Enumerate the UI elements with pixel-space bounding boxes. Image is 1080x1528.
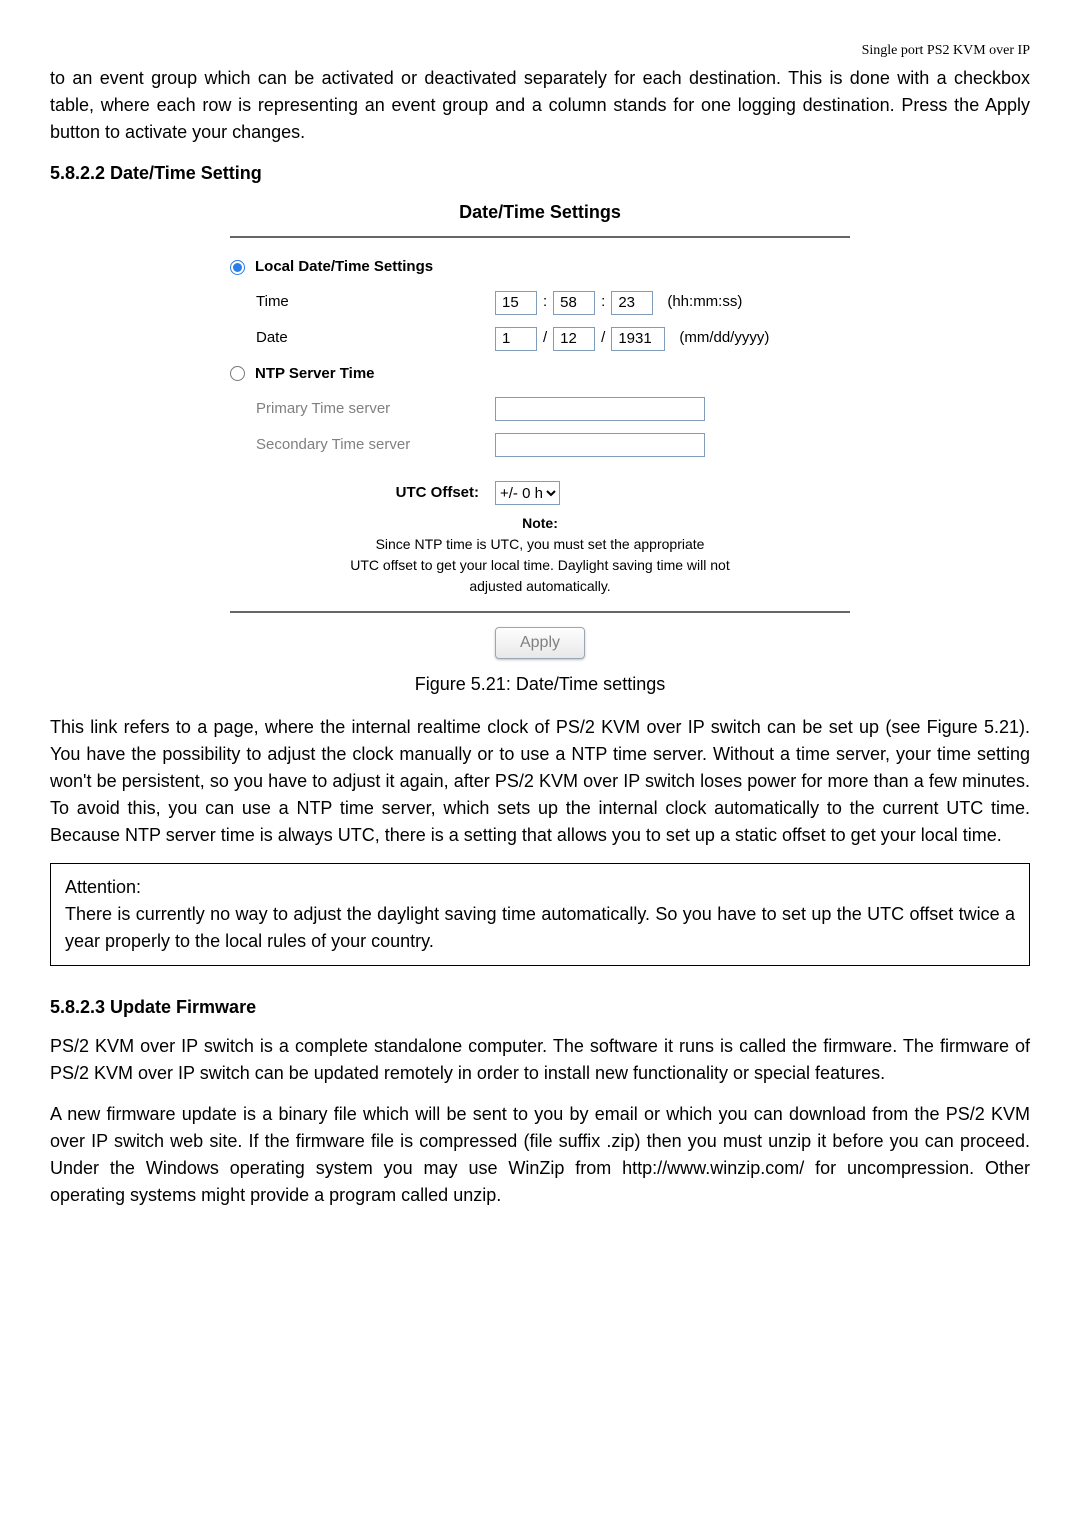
time-mm-input[interactable]: [553, 291, 595, 315]
body-para-2: PS/2 KVM over IP switch is a complete st…: [50, 1033, 1030, 1087]
note-line-3: adjusted automatically.: [230, 576, 850, 597]
radio-ntp-time[interactable]: [230, 366, 245, 381]
date-sep-2: /: [595, 327, 611, 350]
body-para-3: A new firmware update is a binary file w…: [50, 1101, 1030, 1209]
date-yyyy-input[interactable]: [611, 327, 665, 351]
row-ntp-group: NTP Server Time: [230, 359, 850, 394]
time-unit: (hh:mm:ss): [653, 291, 742, 314]
row-ntp-secondary: Secondary Time server: [230, 429, 850, 465]
date-dd-input[interactable]: [553, 327, 595, 351]
date-unit: (mm/dd/yyyy): [665, 327, 769, 350]
note-line-2: UTC offset to get your local time. Dayli…: [230, 555, 850, 576]
utc-offset-select[interactable]: +/- 0 h: [495, 481, 560, 505]
local-datetime-label: Local Date/Time Settings: [255, 256, 433, 279]
time-label: Time: [256, 291, 289, 314]
attention-title: Attention:: [65, 874, 1015, 901]
row-date: Date / / (mm/dd/yyyy): [230, 323, 850, 359]
row-time: Time : : (hh:mm:ss): [230, 287, 850, 323]
section-heading-5823: 5.8.2.3 Update Firmware: [50, 994, 1030, 1021]
date-mm-input[interactable]: [495, 327, 537, 351]
product-header: Single port PS2 KVM over IP: [50, 40, 1030, 61]
form-title: Date/Time Settings: [230, 199, 850, 238]
apply-button[interactable]: Apply: [495, 627, 585, 659]
note-line-1: Since NTP time is UTC, you must set the …: [230, 534, 850, 555]
time-hh-input[interactable]: [495, 291, 537, 315]
date-label: Date: [256, 327, 288, 350]
ntp-server-label: NTP Server Time: [255, 363, 375, 386]
section-heading-5822: 5.8.2.2 Date/Time Setting: [50, 160, 1030, 187]
time-ss-input[interactable]: [611, 291, 653, 315]
radio-local-time[interactable]: [230, 260, 245, 275]
attention-box: Attention: There is currently no way to …: [50, 863, 1030, 966]
attention-body: There is currently no way to adjust the …: [65, 901, 1015, 955]
figure-caption: Figure 5.21: Date/Time settings: [50, 671, 1030, 698]
body-para-1: This link refers to a page, where the in…: [50, 714, 1030, 849]
intro-paragraph: to an event group which can be activated…: [50, 65, 1030, 146]
date-sep-1: /: [537, 327, 553, 350]
row-utc-offset: UTC Offset: +/- 0 h: [230, 481, 850, 505]
note-block: Note: Since NTP time is UTC, you must se…: [230, 513, 850, 613]
ntp-secondary-label: Secondary Time server: [256, 434, 410, 457]
ntp-secondary-input[interactable]: [495, 433, 705, 457]
ntp-primary-label: Primary Time server: [256, 398, 390, 421]
time-sep-2: :: [595, 291, 611, 314]
utc-offset-label: UTC Offset:: [230, 482, 495, 505]
time-sep-1: :: [537, 291, 553, 314]
row-local-group: Local Date/Time Settings: [230, 252, 850, 287]
ntp-primary-input[interactable]: [495, 397, 705, 421]
note-title: Note:: [230, 513, 850, 534]
datetime-settings-form: Date/Time Settings Local Date/Time Setti…: [230, 199, 850, 659]
row-ntp-primary: Primary Time server: [230, 393, 850, 429]
